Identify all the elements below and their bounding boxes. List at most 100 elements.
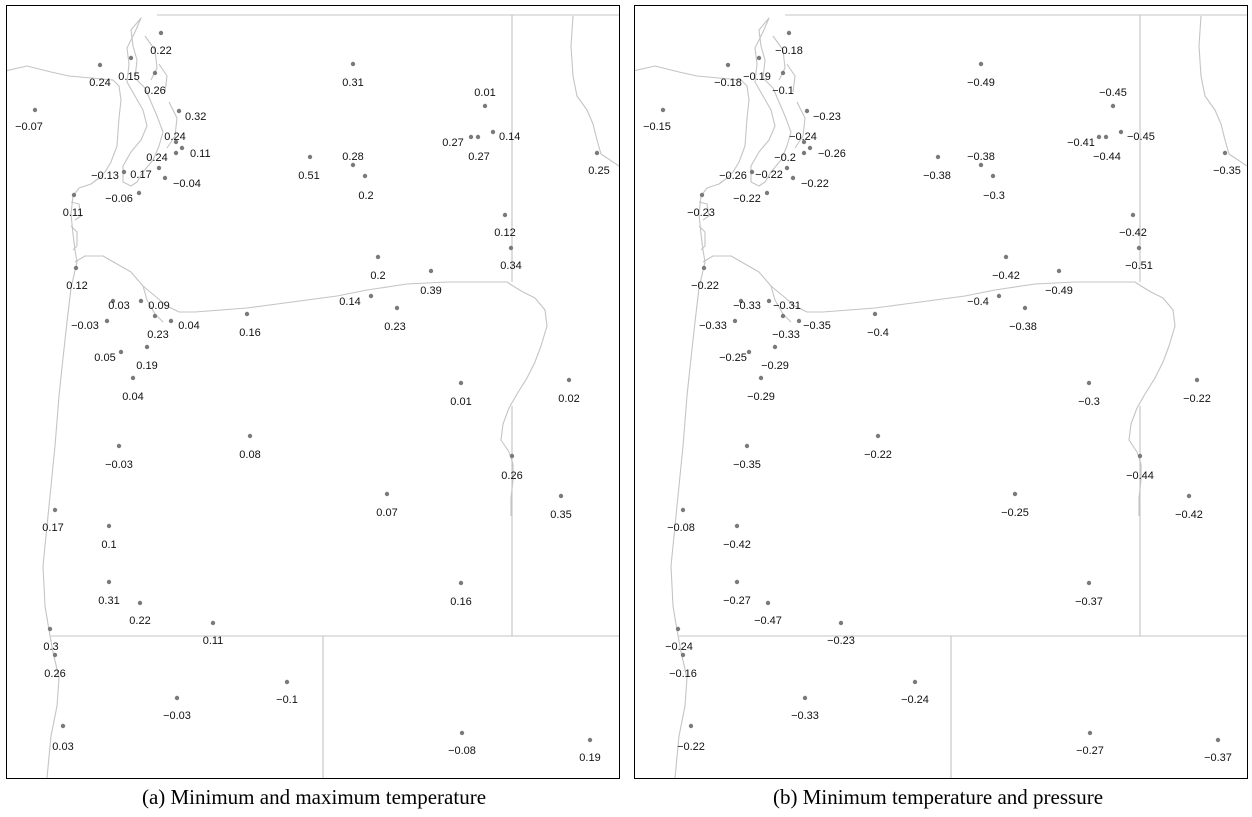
panel-a-station-label: 0.17 bbox=[130, 169, 151, 181]
panel-a-station-dot bbox=[362, 173, 368, 179]
panel-b-station-dot bbox=[935, 154, 941, 160]
panel-a-station-label: 0.26 bbox=[44, 668, 65, 680]
panel-b-station-dot bbox=[764, 190, 770, 196]
panel-b-station-label: −0.38 bbox=[923, 170, 951, 182]
panel-a-station-dot bbox=[350, 61, 356, 67]
panel-b-station-label: −0.24 bbox=[901, 694, 929, 706]
panel-b-station-dot bbox=[738, 298, 744, 304]
panel-a-station-dot bbox=[110, 298, 116, 304]
panel-b-station-dot bbox=[1087, 730, 1093, 736]
panel-a-station-dot bbox=[104, 318, 110, 324]
panel-a-station-label: 0.35 bbox=[550, 509, 571, 521]
panel-b-station-dot bbox=[796, 318, 802, 324]
panel-a-station-dot bbox=[490, 129, 496, 135]
panel-b-station-dot bbox=[790, 175, 796, 181]
panel-b-station-dot bbox=[802, 695, 808, 701]
panel-b-station-label: −0.4 bbox=[967, 296, 989, 308]
panel-a-station-label: 0.03 bbox=[52, 741, 73, 753]
panel-a-station-dot bbox=[32, 107, 38, 113]
panel-b-station-label: −0.38 bbox=[1009, 321, 1037, 333]
panel-a-station-label: 0.01 bbox=[450, 396, 471, 408]
panel-a-station-dot bbox=[284, 679, 290, 685]
panel-a-station-label: 0.34 bbox=[500, 260, 521, 272]
panel-b-station-label: −0.29 bbox=[761, 360, 789, 372]
panel-b-station-label: −0.3 bbox=[983, 190, 1005, 202]
panel-a-station-label: 0.26 bbox=[501, 470, 522, 482]
panel-b-station-dot bbox=[725, 62, 731, 68]
panel-b-station-dot bbox=[804, 108, 810, 114]
panel-a-station-label: −0.03 bbox=[163, 710, 191, 722]
panel-a-station-dot bbox=[168, 318, 174, 324]
panel-b-station-label: −0.49 bbox=[1045, 285, 1073, 297]
panel-a-station-dot bbox=[375, 254, 381, 260]
panel-b-station-label: −0.38 bbox=[967, 151, 995, 163]
panel-b-station-dot bbox=[838, 620, 844, 626]
panel-b-station-label: −0.27 bbox=[723, 595, 751, 607]
panel-b-station-label: −0.19 bbox=[743, 71, 771, 83]
panel-a-station-label: 0.04 bbox=[178, 320, 199, 332]
panel-a-station-label: −0.06 bbox=[105, 193, 133, 205]
panel-b-station-dot bbox=[912, 679, 918, 685]
panel-a-station-label: 0.19 bbox=[136, 360, 157, 372]
panel-b-station-label: −0.42 bbox=[723, 539, 751, 551]
panel-a-station-dot bbox=[158, 30, 164, 36]
panel-a-station-dot bbox=[244, 311, 250, 317]
panel-a-station-dot bbox=[176, 108, 182, 114]
panel-a-station-label: 0.11 bbox=[63, 207, 84, 219]
panel-a-station-dot bbox=[509, 453, 515, 459]
panel-a-station-dot bbox=[468, 134, 474, 140]
panel-a-station-dot bbox=[594, 150, 600, 156]
panel-a-station-dot bbox=[179, 145, 185, 151]
panel-b-station-dot bbox=[1003, 254, 1009, 260]
panel-a-station-dot bbox=[558, 493, 564, 499]
panel-b-station-dot bbox=[1022, 305, 1028, 311]
panel-b-station-label: −0.37 bbox=[1075, 596, 1103, 608]
panel-b-station-label: −0.25 bbox=[1001, 507, 1029, 519]
panel-b-station-label: −0.22 bbox=[677, 741, 705, 753]
panel-a-station-label: 0.3 bbox=[43, 641, 58, 653]
panel-a-station-label: 0.26 bbox=[144, 85, 165, 97]
panel-b-station-label: −0.44 bbox=[1126, 470, 1154, 482]
panel-a-station-label: 0.11 bbox=[203, 635, 224, 647]
panel-a-station-dot bbox=[502, 212, 508, 218]
caption-b: (b) Minimum temperature and pressure bbox=[772, 785, 1104, 809]
panel-a-station-dot bbox=[144, 344, 150, 350]
panel-a-station-dot bbox=[156, 165, 162, 171]
panel-a-station-dot bbox=[173, 139, 179, 145]
panel-a-station-dot bbox=[52, 507, 58, 513]
panel-b-station-dot bbox=[1096, 134, 1102, 140]
panel-a-station-label: −0.13 bbox=[91, 170, 119, 182]
panel-a-station-label: 0.08 bbox=[239, 449, 260, 461]
panel-b-station-dot bbox=[1194, 377, 1200, 383]
panel-a-station-label: 0.2 bbox=[358, 190, 373, 202]
panel-b-station-label: −0.24 bbox=[665, 641, 693, 653]
panel-a-station-label: 0.17 bbox=[42, 522, 63, 534]
panel-a-station-dot bbox=[459, 730, 465, 736]
panel-a-station-label: 0.28 bbox=[342, 151, 363, 163]
panel-a-station-label: −0.07 bbox=[15, 121, 43, 133]
panel-a-station-dot bbox=[136, 190, 142, 196]
panel-b-station-dot bbox=[807, 145, 813, 151]
panel-a-station-dot bbox=[116, 443, 122, 449]
panel-a-station-label: 0.23 bbox=[147, 329, 168, 341]
panel-b-station-label: −0.42 bbox=[992, 270, 1020, 282]
caption-a: (a) Minimum and maximum temperature bbox=[141, 785, 487, 809]
panel-b-station-dot bbox=[1186, 493, 1192, 499]
panel-b-station-label: −0.49 bbox=[967, 77, 995, 89]
panel-a-station-dot bbox=[173, 150, 179, 156]
panel-b-station-dot bbox=[758, 375, 764, 381]
panel-b-station-label: −0.33 bbox=[772, 329, 800, 341]
panel-a-station-label: 0.03 bbox=[108, 300, 129, 312]
panel-a-station-label: −0.08 bbox=[448, 745, 476, 757]
panel-b-station-dot bbox=[680, 507, 686, 513]
panel-b-station-dot bbox=[996, 293, 1002, 299]
panel-b-station-label: −0.26 bbox=[719, 170, 747, 182]
panel-a-station-dot bbox=[307, 154, 313, 160]
panel-b-station-dot bbox=[765, 600, 771, 606]
panel-a-station-dot bbox=[174, 695, 180, 701]
panel-b-station-dot bbox=[1103, 134, 1109, 140]
panel-b-station-label: −0.18 bbox=[714, 77, 742, 89]
panel-a-station-label: 0.16 bbox=[450, 596, 471, 608]
panel-b-station-dot bbox=[701, 265, 707, 271]
panel-b-station-label: −0.33 bbox=[699, 320, 727, 332]
